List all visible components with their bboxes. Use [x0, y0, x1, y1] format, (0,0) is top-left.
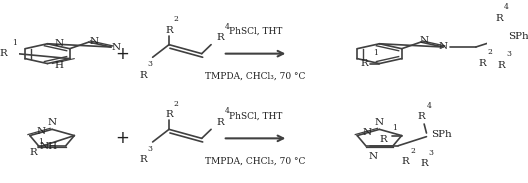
Text: 4: 4: [504, 3, 508, 11]
Text: H: H: [54, 61, 63, 70]
Text: SPh: SPh: [508, 32, 528, 41]
Text: N: N: [90, 37, 99, 46]
Text: 2: 2: [174, 100, 178, 108]
Text: R: R: [495, 14, 503, 23]
Text: 4: 4: [225, 23, 230, 31]
Text: N: N: [420, 36, 429, 45]
Text: 3: 3: [148, 60, 153, 68]
Text: +: +: [115, 45, 129, 63]
Text: R: R: [216, 118, 224, 127]
Text: N: N: [363, 128, 372, 137]
Text: TMPDA, CHCl₃, 70 °C: TMPDA, CHCl₃, 70 °C: [205, 72, 306, 81]
Text: R: R: [418, 112, 426, 121]
Text: R: R: [30, 148, 37, 157]
Text: R: R: [165, 26, 173, 35]
Text: R: R: [420, 159, 428, 168]
Text: 2: 2: [410, 147, 415, 155]
Text: PhSCl, THT: PhSCl, THT: [229, 111, 282, 120]
Text: SPh: SPh: [431, 130, 452, 139]
Text: R: R: [380, 135, 388, 144]
Text: 1: 1: [373, 49, 378, 57]
Text: PhSCl, THT: PhSCl, THT: [229, 27, 282, 36]
Text: +: +: [115, 129, 129, 147]
Text: 2: 2: [174, 15, 178, 23]
Text: 1: 1: [38, 138, 43, 146]
Text: R: R: [139, 71, 147, 80]
Text: R: R: [139, 156, 147, 165]
Text: 1: 1: [12, 39, 17, 47]
Text: 2: 2: [487, 48, 492, 56]
Text: R: R: [0, 49, 8, 58]
Text: R: R: [479, 59, 487, 68]
Text: N: N: [439, 42, 448, 51]
Text: R: R: [402, 157, 409, 166]
Text: R: R: [498, 61, 505, 70]
Text: 3: 3: [429, 149, 433, 157]
Text: R: R: [360, 59, 367, 68]
Text: 4: 4: [225, 107, 230, 115]
Text: R: R: [165, 110, 173, 119]
Text: N: N: [37, 128, 46, 137]
Text: N: N: [111, 42, 120, 52]
Text: TMPDA, CHCl₃, 70 °C: TMPDA, CHCl₃, 70 °C: [205, 156, 306, 165]
Text: 3: 3: [506, 50, 511, 58]
Text: 1: 1: [392, 124, 397, 132]
Text: N: N: [48, 118, 56, 127]
Text: R: R: [216, 33, 224, 42]
Text: 3: 3: [148, 145, 153, 153]
Text: N: N: [375, 118, 384, 127]
Text: NH: NH: [40, 142, 58, 151]
Text: N: N: [368, 152, 378, 161]
Text: N: N: [54, 39, 64, 48]
Text: 4: 4: [427, 102, 431, 110]
